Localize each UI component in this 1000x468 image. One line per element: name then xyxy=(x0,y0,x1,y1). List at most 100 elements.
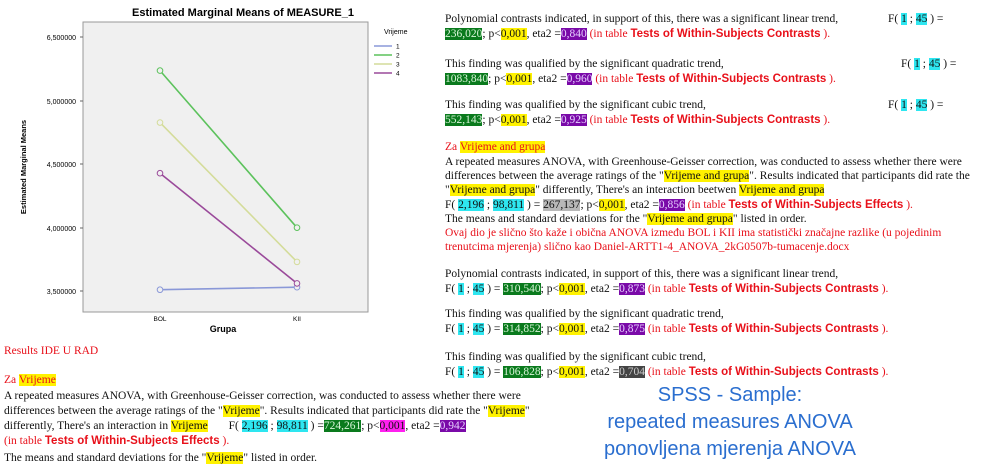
text: The means and standard deviations for th… xyxy=(445,213,648,225)
eta-value: 0,873 xyxy=(619,283,645,295)
text: ). xyxy=(823,28,831,40)
legend-label: 2 xyxy=(396,53,400,60)
data-point xyxy=(156,67,164,74)
highlight-vrijeme-grupa: Vrijeme and grupa xyxy=(647,213,733,225)
x-tick-label: KII xyxy=(293,316,301,323)
left-paragraph-line: differences between the average ratings … xyxy=(4,404,530,418)
table-name: Tests of Within-Subjects Contrasts xyxy=(688,323,879,335)
text: , eta2 = xyxy=(526,28,561,40)
quadratic-trend-line: This finding was qualified by the signif… xyxy=(445,308,724,320)
text: differences between the average ratings … xyxy=(4,405,223,417)
interaction-line: differences between the average ratings … xyxy=(445,169,970,183)
plot-area xyxy=(82,21,369,313)
text: ". Results indicated that participants d… xyxy=(749,170,970,182)
eta-value: 0,840 xyxy=(560,28,587,40)
text: ; xyxy=(270,420,274,432)
text: F( xyxy=(445,366,456,378)
text: F( xyxy=(228,420,239,432)
y-tick-label: 3,500000 xyxy=(47,289,76,296)
text: ; xyxy=(909,13,913,25)
text: ; p< xyxy=(361,420,380,432)
p-value: 0,001 xyxy=(558,323,585,335)
highlight-vrijeme-grupa: Vrijeme and grupa xyxy=(663,170,750,182)
data-point xyxy=(156,286,164,294)
text: , eta2 = xyxy=(584,283,620,295)
data-point xyxy=(293,224,301,231)
left-paragraph-line: A repeated measures ANOVA, with Greenhou… xyxy=(4,390,521,402)
croatian-note-line: trenutcima mjerenja) slično kao Daniel-A… xyxy=(445,241,850,253)
y-tick-label: 5,000000 xyxy=(47,99,76,106)
text: ; xyxy=(909,99,913,111)
highlight-vrijeme-grupa: Vrijeme and grupa xyxy=(449,184,536,196)
interaction-line: "Vrijeme and grupa" differently, There's… xyxy=(445,183,825,197)
eta-value: 0,960 xyxy=(566,73,593,85)
text: " xyxy=(445,184,450,196)
data-point xyxy=(156,119,164,126)
highlight-vrijeme: Vrijeme xyxy=(170,420,208,432)
text: ) = xyxy=(943,58,957,70)
text: (in table xyxy=(589,114,628,126)
highlight-vrijeme-grupa: Vrijeme and grupa xyxy=(738,184,825,196)
text: ). xyxy=(881,366,889,378)
df1-value: 2,196 xyxy=(241,420,268,432)
eta-value: 0,856 xyxy=(658,199,685,211)
legend-label: 1 xyxy=(396,44,400,51)
text: (in table xyxy=(595,73,634,85)
f-stat-df: F( 1 ; 45 ) = xyxy=(888,98,943,112)
f-value: 267,137 xyxy=(543,199,581,211)
text: ) = xyxy=(487,366,501,378)
f-value: 314,852 xyxy=(503,323,541,335)
text: " listed in order. xyxy=(732,213,807,225)
za-text: Za xyxy=(445,141,458,153)
f-value: 236,020 xyxy=(445,28,483,40)
df2-value: 98,811 xyxy=(492,199,525,211)
series-layer xyxy=(156,67,301,294)
df2-value: 45 xyxy=(472,366,485,378)
text: , eta2 = xyxy=(584,323,620,335)
f-value: 106,828 xyxy=(503,366,541,378)
y-tick-label: 6,500000 xyxy=(47,35,76,42)
text: ; xyxy=(486,199,491,211)
df1-value: 1 xyxy=(914,58,920,70)
series-line-4 xyxy=(159,172,298,285)
p-value: 0,001 xyxy=(379,420,406,432)
text: , eta2 = xyxy=(624,199,659,211)
text: The means and standard deviations for th… xyxy=(4,452,207,464)
df1-value: 1 xyxy=(901,13,907,25)
cubic-trend-line: This finding was qualified by the signif… xyxy=(445,99,706,111)
text: (in table xyxy=(589,28,628,40)
series-line-3 xyxy=(159,121,298,263)
df2-value: 45 xyxy=(915,13,928,25)
sample-caption: SPSS - Sample: repeated measures ANOVA p… xyxy=(570,382,890,463)
text: , eta2 = xyxy=(584,366,620,378)
p-value: 0,001 xyxy=(558,366,585,378)
text: ) = xyxy=(310,420,324,432)
chart-legend: 1 2 3 4 xyxy=(374,44,400,78)
results-heading: Results IDE U RAD xyxy=(4,345,99,357)
df2-value: 45 xyxy=(915,99,928,111)
interaction-heading: Za Vrijeme and grupa xyxy=(445,140,546,154)
text: differences between the average ratings … xyxy=(445,170,664,182)
df1-value: 1 xyxy=(458,323,464,335)
y-axis-label: Estimated Marginal Means xyxy=(19,120,28,214)
highlight-vrijeme: Vrijeme xyxy=(222,405,260,417)
f-value: 552,143 xyxy=(445,114,483,126)
f-value: 1083,840 xyxy=(445,73,489,85)
left-section-heading: Za Vrijeme xyxy=(4,373,56,387)
df1-value: 1 xyxy=(458,283,464,295)
text: F( xyxy=(888,13,899,25)
highlight-vrijeme: Vrijeme xyxy=(487,405,525,417)
text: ; p< xyxy=(540,323,559,335)
interaction-f-line: F( 2,196 ; 98,811 ) = 267,137; p<0,001, … xyxy=(445,198,913,212)
text: F( xyxy=(888,99,899,111)
left-table-ref: (in table Tests of Within-Subjects Effec… xyxy=(4,434,229,448)
text: ; p< xyxy=(540,366,559,378)
p-value: 0,001 xyxy=(558,283,585,295)
f-stat-line: 236,020; p<0,001, eta2 =0,840 (in table … xyxy=(445,27,830,41)
text: ) = xyxy=(487,283,501,295)
f-stat-line: F( 1 ; 45 ) = 310,540; p<0,001, eta2 =0,… xyxy=(445,282,888,296)
eta-value: 0,942 xyxy=(439,420,466,432)
df1-value: 1 xyxy=(901,99,907,111)
linear-trend-line: Polynomial contrasts indicated, in suppo… xyxy=(445,268,839,280)
f-stat-df: F( 1 ; 45 ) = xyxy=(888,12,943,26)
